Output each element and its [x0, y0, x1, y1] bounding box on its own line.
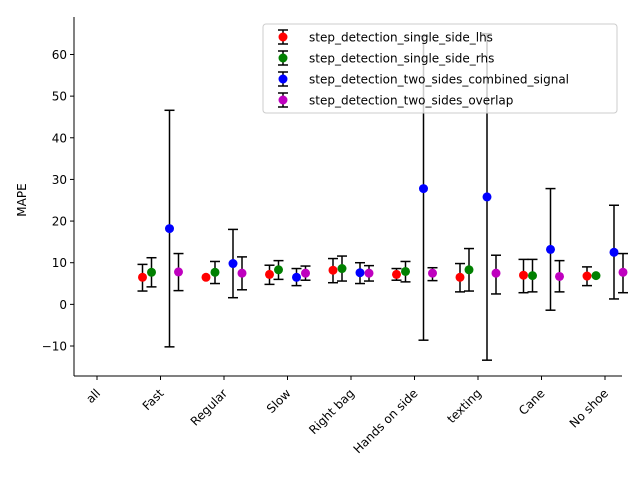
x-tick-label: Right bag	[306, 386, 357, 437]
y-tick-label: −10	[42, 340, 67, 354]
data-point	[401, 266, 410, 276]
data-point	[555, 271, 564, 281]
data-point	[237, 268, 247, 278]
data-point	[328, 265, 338, 275]
data-point	[201, 272, 211, 282]
data-point	[274, 265, 283, 275]
legend-marker	[278, 74, 288, 84]
data-point	[228, 259, 238, 269]
data-point	[174, 267, 183, 277]
y-tick-label: 20	[52, 215, 67, 229]
legend-label: step_detection_two_sides_combined_signal	[309, 73, 569, 87]
data-point	[464, 265, 474, 275]
data-point	[265, 269, 274, 279]
data-point	[392, 269, 401, 279]
y-tick-label: 40	[52, 131, 67, 145]
x-tick-label: Hands on side	[351, 386, 421, 456]
y-tick-label: 30	[52, 173, 67, 187]
data-point	[364, 268, 374, 278]
x-tick-label: texting	[444, 386, 484, 426]
data-point	[419, 184, 428, 194]
data-point	[292, 272, 301, 282]
data-point	[482, 192, 492, 202]
x-tick-label: Cane	[516, 386, 548, 418]
x-tick-label: Fast	[140, 386, 167, 413]
legend-label: step_detection_two_sides_overlap	[309, 94, 513, 108]
data-point	[210, 267, 220, 277]
y-tick-label: 50	[52, 90, 67, 104]
data-point	[428, 268, 437, 278]
data-point	[301, 268, 310, 278]
data-point	[546, 244, 555, 254]
data-point	[455, 272, 465, 282]
y-axis-label: MAPE	[15, 183, 29, 216]
data-point	[519, 270, 528, 280]
data-point	[582, 271, 592, 281]
legend-marker	[278, 53, 288, 63]
data-point	[337, 264, 347, 274]
data-points	[138, 184, 628, 282]
legend-label: step_detection_single_side_lhs	[309, 31, 493, 45]
legend-marker	[278, 32, 288, 42]
data-point	[528, 271, 537, 281]
data-point	[355, 268, 365, 278]
y-tick-label: 0	[59, 298, 67, 312]
legend-label: step_detection_single_side_rhs	[309, 52, 494, 66]
data-point	[138, 272, 147, 282]
data-point	[591, 271, 601, 281]
data-point	[609, 247, 619, 257]
data-point	[165, 224, 174, 234]
x-tick-label: No shoe	[567, 386, 611, 430]
y-tick-label: 10	[52, 256, 67, 270]
y-tick-label: 60	[52, 48, 67, 62]
legend-frame	[262, 23, 618, 114]
data-point	[618, 267, 628, 277]
data-point	[147, 267, 156, 277]
legend: step_detection_single_side_lhs step_detec…	[262, 23, 618, 114]
x-tick-label: Slow	[264, 386, 294, 416]
x-tick-label: Regular	[188, 386, 230, 428]
legend-marker	[278, 95, 288, 105]
x-tick-label: all	[83, 386, 103, 406]
y-ticks: −10 0 10 20 30 40 50 60	[42, 48, 74, 354]
axes	[73, 17, 622, 377]
data-point	[491, 268, 501, 278]
